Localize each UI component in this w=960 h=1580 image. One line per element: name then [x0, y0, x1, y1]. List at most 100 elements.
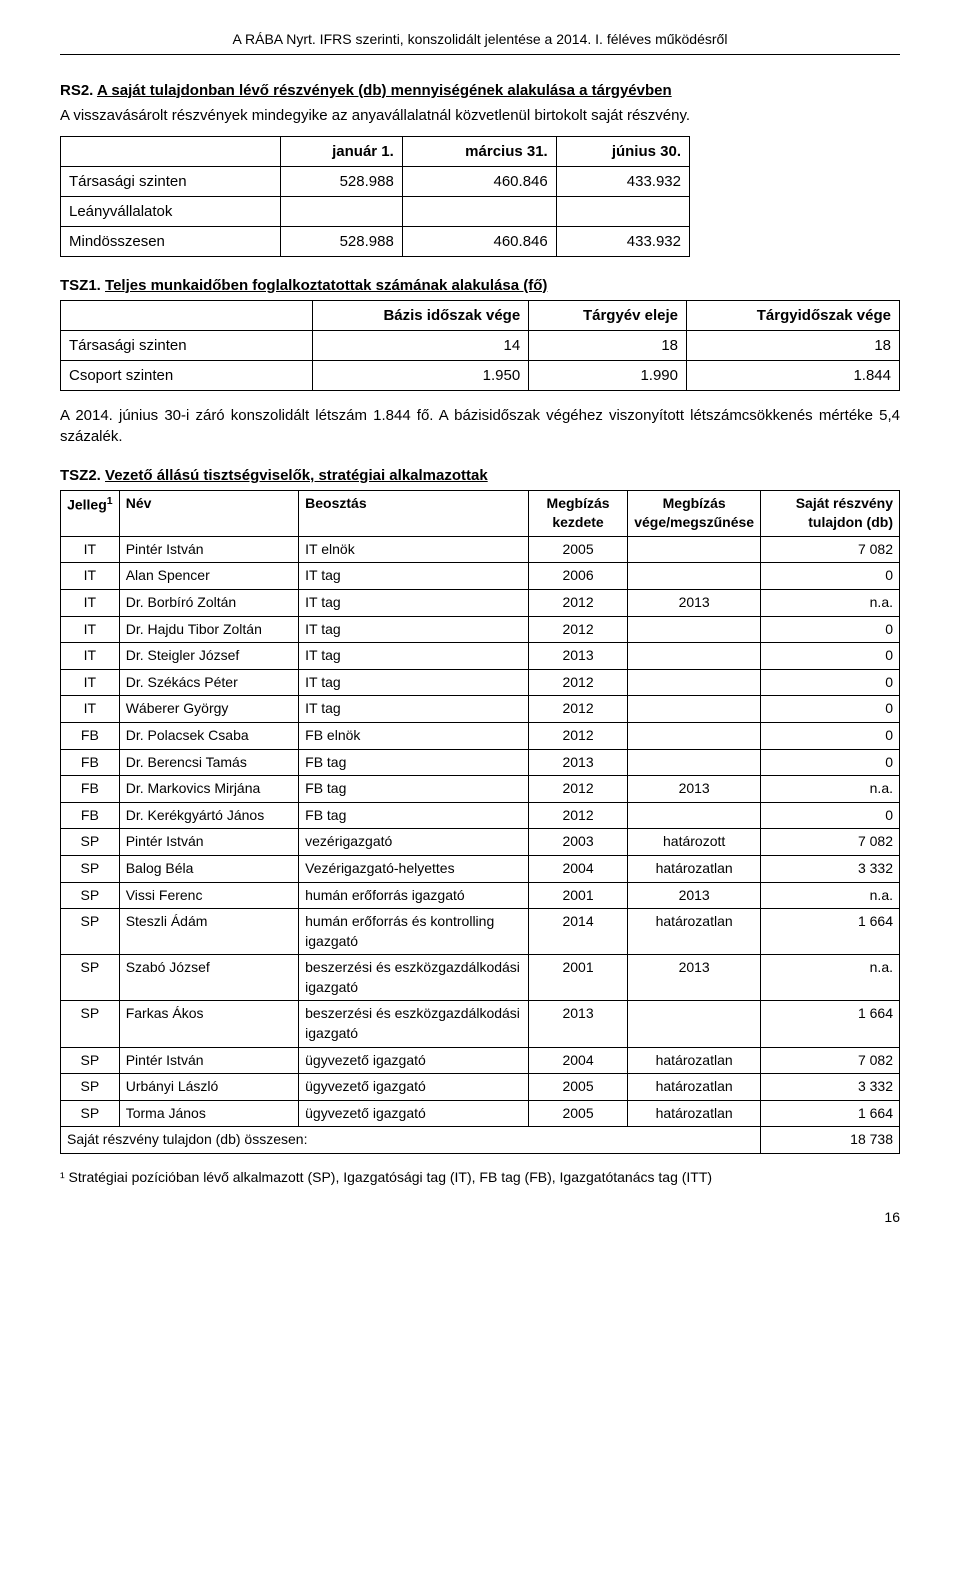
tsz1-title-text: Teljes munkaidőben foglalkoztatottak szá…: [105, 277, 547, 294]
table-cell: határozatlan: [628, 855, 761, 882]
table-row: SPFarkas Ákosbeszerzési és eszközgazdálk…: [61, 1001, 900, 1047]
table-cell: SP: [61, 1001, 120, 1047]
table-cell: SP: [61, 855, 120, 882]
table-cell: 528.988: [281, 226, 403, 256]
table-header-row: Jelleg1 Név Beosztás Megbízás kezdete Me…: [61, 490, 900, 536]
table-cell: [628, 802, 761, 829]
table-cell: 2013: [528, 749, 627, 776]
table-cell: FB: [61, 749, 120, 776]
rs2-title: RS2. A saját tulajdonban lévő részvények…: [60, 80, 900, 101]
table-cell: Dr. Hajdu Tibor Zoltán: [119, 616, 298, 643]
table-cell: Vezérigazgató-helyettes: [299, 855, 529, 882]
table-cell: 2012: [528, 776, 627, 803]
table-cell: IT tag: [299, 643, 529, 670]
table-cell: [628, 696, 761, 723]
table-cell: Dr. Székács Péter: [119, 669, 298, 696]
table-cell: ügyvezető igazgató: [299, 1074, 529, 1101]
table-cell: IT: [61, 669, 120, 696]
table-cell: IT: [61, 616, 120, 643]
table-cell: SP: [61, 955, 120, 1001]
table-cell: Pintér István: [119, 536, 298, 563]
table-row: SPPintér Istvánvezérigazgató2003határozo…: [61, 829, 900, 856]
table-cell: 0: [761, 616, 900, 643]
table-cell: 2013: [628, 955, 761, 1001]
table-cell: Társasági szinten: [61, 330, 313, 360]
table-row: Csoport szinten1.9501.9901.844: [61, 360, 900, 390]
table-cell: 2012: [528, 696, 627, 723]
table-cell: 2013: [528, 643, 627, 670]
table-cell: 1 664: [761, 1100, 900, 1127]
table-cell: [628, 669, 761, 696]
table-cell: 7 082: [761, 1047, 900, 1074]
table-cell: 1.950: [312, 360, 529, 390]
page-header: A RÁBA Nyrt. IFRS szerinti, konszolidált…: [60, 30, 900, 55]
table-row: ITDr. Hajdu Tibor ZoltánIT tag20120: [61, 616, 900, 643]
tsz1-h2: Tárgyév eleje: [529, 300, 687, 330]
rs2-h0: [61, 136, 281, 166]
table-cell: FB elnök: [299, 722, 529, 749]
rs2-h2: március 31.: [402, 136, 556, 166]
table-cell: 3 332: [761, 855, 900, 882]
table-cell: beszerzési és eszközgazdálkodási igazgat…: [299, 1001, 529, 1047]
table-cell: 0: [761, 696, 900, 723]
table-cell: [628, 722, 761, 749]
table-cell: 2014: [528, 909, 627, 955]
table-row: SPVissi Ferenchumán erőforrás igazgató20…: [61, 882, 900, 909]
rs2-h3: június 30.: [556, 136, 689, 166]
table-cell: 0: [761, 802, 900, 829]
tsz2-h4: Megbízás vége/megszűnése: [628, 490, 761, 536]
table-cell: Leányvállalatok: [61, 196, 281, 226]
table-cell: határozatlan: [628, 1100, 761, 1127]
rs2-table: január 1. március 31. június 30. Társasá…: [60, 136, 690, 257]
table-cell: Alan Spencer: [119, 563, 298, 590]
table-cell: 2003: [528, 829, 627, 856]
table-cell: humán erőforrás és kontrolling igazgató: [299, 909, 529, 955]
table-cell: ügyvezető igazgató: [299, 1100, 529, 1127]
table-cell: FB: [61, 722, 120, 749]
table-cell: Farkas Ákos: [119, 1001, 298, 1047]
table-cell: 2005: [528, 1074, 627, 1101]
table-cell: IT: [61, 643, 120, 670]
table-cell: IT: [61, 536, 120, 563]
table-cell: FB tag: [299, 749, 529, 776]
table-cell: Wáberer György: [119, 696, 298, 723]
table-cell: 460.846: [402, 166, 556, 196]
table-row: ITWáberer GyörgyIT tag20120: [61, 696, 900, 723]
page-number: 16: [60, 1208, 900, 1228]
table-cell: 1.990: [529, 360, 687, 390]
table-cell: n.a.: [761, 882, 900, 909]
table-row: Társasági szinten141818: [61, 330, 900, 360]
table-cell: Urbányi László: [119, 1074, 298, 1101]
table-cell: Vissi Ferenc: [119, 882, 298, 909]
table-cell: 7 082: [761, 829, 900, 856]
table-cell: SP: [61, 1100, 120, 1127]
table-cell: IT tag: [299, 669, 529, 696]
table-cell: n.a.: [761, 955, 900, 1001]
table-cell: 1 664: [761, 909, 900, 955]
table-header-row: január 1. március 31. június 30.: [61, 136, 690, 166]
table-cell: SP: [61, 1047, 120, 1074]
table-cell: IT: [61, 696, 120, 723]
table-cell: FB: [61, 776, 120, 803]
table-cell: 18: [529, 330, 687, 360]
table-cell: SP: [61, 909, 120, 955]
table-cell: n.a.: [761, 589, 900, 616]
table-cell: Torma János: [119, 1100, 298, 1127]
table-cell: 2004: [528, 855, 627, 882]
table-cell: Dr. Polacsek Csaba: [119, 722, 298, 749]
table-cell: FB: [61, 802, 120, 829]
table-cell: 2012: [528, 802, 627, 829]
table-cell: 2013: [628, 589, 761, 616]
table-cell: Pintér István: [119, 829, 298, 856]
table-cell: 2013: [628, 776, 761, 803]
table-cell: 0: [761, 749, 900, 776]
table-cell: 0: [761, 563, 900, 590]
table-total-row: Saját részvény tulajdon (db) összesen:18…: [61, 1127, 900, 1154]
table-cell: 3 332: [761, 1074, 900, 1101]
table-cell: 460.846: [402, 226, 556, 256]
table-cell: IT: [61, 563, 120, 590]
table-cell: [281, 196, 403, 226]
table-cell: 7 082: [761, 536, 900, 563]
table-cell: Dr. Kerékgyártó János: [119, 802, 298, 829]
table-cell: 18: [687, 330, 900, 360]
